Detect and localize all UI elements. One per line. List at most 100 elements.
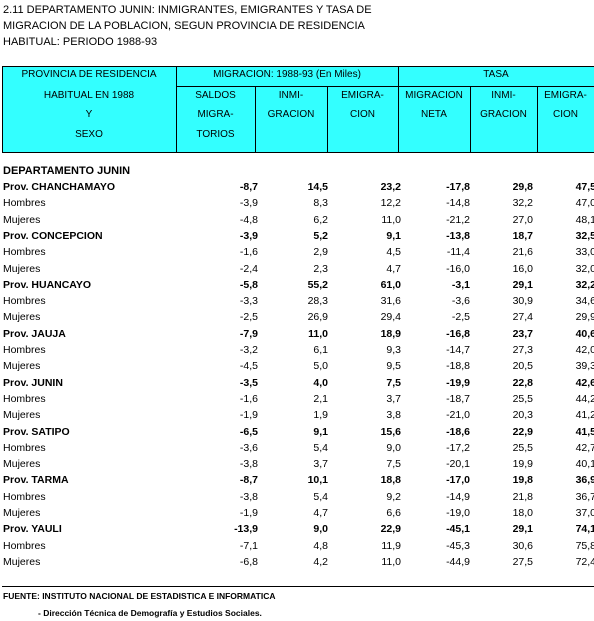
cell-value: 8,3: [313, 197, 328, 210]
rule: [327, 86, 328, 153]
cell-value: 2,3: [313, 262, 328, 275]
group-header: MIGRACION: 1988-93 (En Miles): [213, 69, 361, 80]
cell-value: -1,9: [239, 409, 258, 422]
column-header: MIGRA-: [197, 109, 234, 120]
rule: [2, 152, 594, 153]
cell-value: 29,1: [512, 278, 533, 291]
cell-value: -1,6: [239, 392, 258, 405]
rule: [2, 66, 594, 67]
cell-value: 41,5: [575, 425, 594, 438]
cell-value: -8,7: [239, 181, 258, 193]
cell-value: 9,0: [313, 523, 328, 536]
header-label: PROVINCIA DE RESIDENCIA: [21, 69, 157, 80]
cell-value: 34,6: [575, 295, 594, 308]
column-header: EMIGRA-: [341, 90, 384, 101]
column-header: SALDOS: [195, 90, 236, 101]
cell-value: 19,9: [512, 458, 533, 471]
section-label: DEPARTAMENTO JUNIN: [3, 165, 131, 177]
rule: [2, 66, 3, 153]
cell-value: 29,1: [512, 523, 533, 536]
cell-value: 27,3: [512, 344, 533, 356]
column-header: INMI-: [278, 90, 304, 101]
province-label: Prov. CHANCHAMAYO: [3, 181, 116, 193]
cell-value: 10,1: [307, 474, 328, 487]
rule: [255, 86, 256, 153]
cell-value: -14,9: [446, 490, 470, 503]
cell-value: 5,4: [313, 441, 328, 454]
cell-value: 32,2: [512, 197, 533, 210]
sex-label: Mujeres: [3, 311, 41, 324]
cell-value: 6,6: [386, 507, 401, 519]
column-header: CION: [553, 109, 578, 120]
cell-value: 4,7: [386, 262, 401, 275]
cell-value: 41,2: [575, 409, 594, 422]
sex-label: Mujeres: [3, 360, 41, 373]
sex-label: Hombres: [3, 197, 46, 210]
cell-value: 22,9: [512, 425, 533, 438]
rule: [176, 86, 594, 87]
cell-value: 44,2: [575, 392, 594, 405]
cell-value: 55,2: [307, 278, 328, 291]
cell-value: 42,0: [575, 344, 594, 356]
cell-value: -3,5: [239, 376, 258, 389]
province-label: Prov. CONCEPCION: [3, 229, 103, 242]
column-header: EMIGRA-: [544, 90, 587, 101]
cell-value: 3,7: [313, 458, 328, 471]
cell-value: -3,9: [239, 197, 258, 210]
cell-value: -3,6: [451, 295, 470, 308]
cell-value: 32,2: [575, 278, 594, 291]
sex-label: Mujeres: [3, 409, 41, 422]
cell-value: -3,6: [239, 441, 258, 454]
cell-value: -4,5: [239, 360, 258, 373]
cell-value: 75,8: [575, 539, 594, 552]
province-label: Prov. SATIPO: [3, 425, 70, 438]
cell-value: 4,8: [313, 539, 328, 552]
province-label: Prov. TARMA: [3, 474, 69, 487]
cell-value: 14,5: [307, 181, 328, 193]
cell-value: -8,7: [239, 474, 258, 487]
cell-value: -45,1: [446, 523, 470, 536]
sex-label: Hombres: [3, 344, 46, 356]
cell-value: 9,2: [386, 490, 401, 503]
column-header: GRACION: [480, 109, 527, 120]
cell-value: 5,0: [313, 360, 328, 373]
cell-value: 15,6: [380, 425, 401, 438]
cell-value: 6,2: [313, 213, 328, 226]
cell-value: 11,0: [381, 213, 401, 226]
cell-value: 30,9: [512, 295, 533, 308]
cell-value: -3,3: [239, 295, 258, 308]
cell-value: 11,0: [381, 555, 401, 568]
cell-value: 29,9: [575, 311, 594, 324]
sex-label: Mujeres: [3, 213, 41, 226]
cell-value: -3,1: [451, 278, 470, 291]
cell-value: 61,0: [380, 278, 401, 291]
cell-value: 30,6: [512, 539, 533, 552]
cell-value: 4,2: [313, 555, 328, 568]
cell-value: -17,8: [446, 181, 470, 193]
cell-value: 18,0: [512, 507, 533, 519]
column-header: MIGRACION: [405, 90, 463, 101]
cell-value: -21,2: [446, 213, 470, 226]
cell-value: -6,8: [239, 555, 258, 568]
rule: [398, 66, 399, 153]
cell-value: 18,8: [380, 474, 401, 487]
cell-value: 27,5: [512, 555, 533, 568]
header-label: Y: [85, 109, 93, 120]
cell-value: 4,0: [313, 376, 328, 389]
column-header: GRACION: [267, 109, 315, 120]
cell-value: -1,9: [239, 507, 258, 519]
cell-value: -7,9: [239, 327, 258, 340]
cell-value: -11,4: [446, 246, 470, 259]
cell-value: -3,2: [239, 344, 258, 356]
cell-value: 18,7: [512, 229, 533, 242]
cell-value: 7,5: [386, 458, 401, 471]
cell-value: -13,9: [234, 523, 258, 536]
rule: [470, 86, 471, 153]
sex-label: Hombres: [3, 441, 46, 454]
cell-value: 26,9: [307, 311, 328, 324]
column-header: INMI-: [491, 90, 516, 101]
sex-label: Hombres: [3, 539, 46, 552]
cell-value: -13,8: [446, 229, 470, 242]
cell-value: 47,0: [575, 197, 594, 210]
